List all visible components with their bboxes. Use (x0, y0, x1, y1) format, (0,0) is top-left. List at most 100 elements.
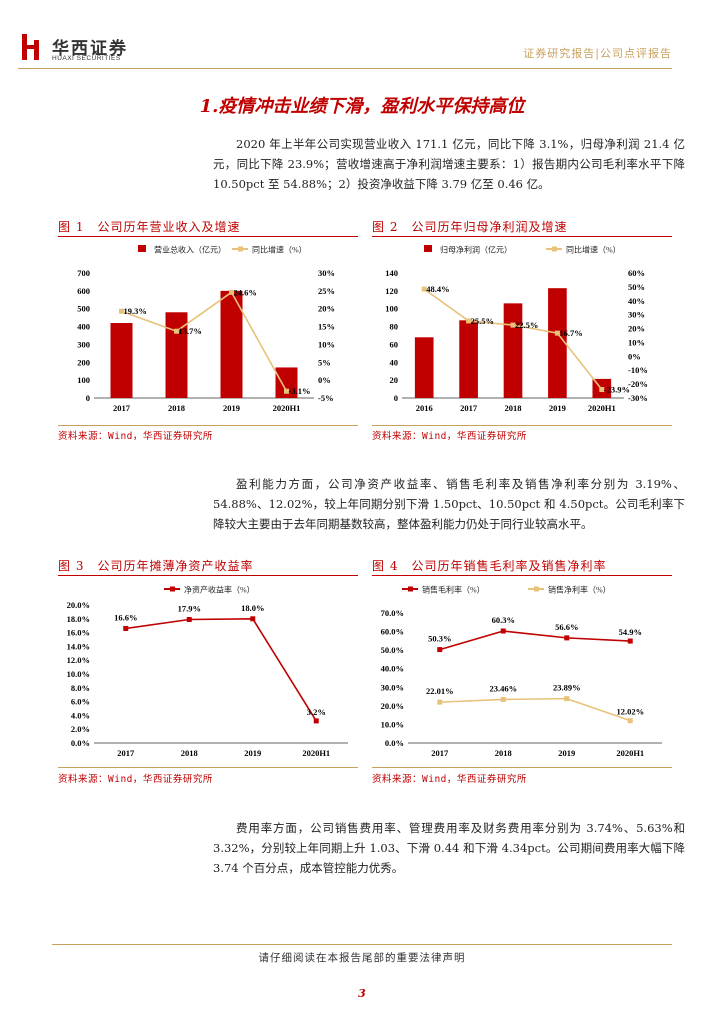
y-tick-label: 8.0% (71, 683, 90, 693)
legend-bar: 营业总收入（亿元） (154, 245, 226, 255)
figure-1-source: 资料来源：Wind，华西证券研究所 (58, 431, 213, 442)
x-tick-label: 2018 (168, 403, 185, 413)
y-tick-label: 6.0% (71, 697, 90, 707)
y-tick-label: 2.0% (71, 724, 90, 734)
figure-2-rule (372, 236, 672, 237)
chart-net-profit: 归母净利润（亿元） 同比增速（%）020406080100120140-30%-2… (385, 245, 648, 414)
paragraph-expenses: 费用率方面，公司销售费用率、管理费用率及财务费用率分别为 3.74%、5.63%… (213, 821, 685, 875)
bar (414, 337, 434, 398)
legend-series-2-swatch-marker (534, 586, 539, 592)
y-tick-label: 4.0% (71, 710, 90, 720)
figure-3-source-rule (58, 767, 358, 768)
bar (503, 303, 523, 398)
figure-3-title: 图 3 公司历年摊薄净资产收益率 (58, 559, 254, 573)
y-tick-label: 0 (86, 393, 90, 403)
figure-4-source-rule (372, 767, 672, 768)
line-point (500, 696, 506, 702)
legend-bar: 归母净利润（亿元） (440, 245, 512, 255)
data-label: 24.6% (234, 287, 257, 297)
line-point (627, 718, 633, 724)
chart-roe: 净资产收益率（%） 0.0% 2.0% 4.0% 6.0% 8.0% 10.0% 12.0% 1… (67, 585, 348, 758)
figure-1-source-rule (58, 425, 358, 426)
figure-4-rule (372, 575, 672, 576)
x-tick-label: 2020H1 (588, 403, 616, 413)
series-line (121, 291, 288, 392)
y2-tick-label: 30% (628, 310, 645, 320)
legend-series-2: 销售净利率（%） (548, 585, 611, 595)
y-tick-label: 60 (390, 339, 399, 349)
header-divider (18, 68, 672, 69)
y-tick-label: 10.0% (381, 719, 404, 729)
legend-line: 同比增速（%） (566, 245, 621, 255)
legend-series-1-swatch-marker (408, 586, 413, 592)
y-tick-label: 16.0% (67, 628, 90, 638)
bar (459, 320, 478, 398)
report-type: 证券研究报告|公司点评报告 (523, 47, 672, 60)
y-tick-label: 300 (77, 339, 90, 349)
figure-3-rule (58, 575, 358, 576)
y2-tick-label: 60% (628, 268, 645, 278)
legend-series-1: 销售毛利率（%） (422, 585, 485, 595)
series-line (439, 697, 631, 722)
legend-line-swatch-marker (238, 246, 243, 252)
line-point (437, 647, 443, 653)
data-label: 54.9% (619, 627, 642, 637)
logo-icon (22, 34, 39, 60)
y-tick-label: 70.0% (381, 608, 404, 618)
line-point (564, 635, 570, 641)
figure-2-source: 资料来源：Wind，华西证券研究所 (372, 431, 527, 442)
data-label: 3.2% (307, 707, 326, 717)
y2-tick-label: 0% (318, 375, 331, 385)
x-tick-label: 2018 (505, 403, 522, 413)
y-tick-label: 120 (385, 286, 398, 296)
line-point (466, 318, 472, 324)
figure-4-source: 资料来源：Wind，华西证券研究所 (372, 774, 527, 785)
data-label: 23.46% (489, 683, 517, 693)
x-tick-label: 2020H1 (273, 403, 301, 413)
paragraph-revenue: 2020 年上半年公司实现营业收入 171.1 亿元，同比下降 3.1%，归母净… (213, 137, 685, 191)
y-tick-label: 400 (77, 322, 90, 332)
y2-tick-label: 50% (628, 282, 645, 292)
data-label: -3.1% (289, 386, 311, 396)
y-tick-label: 50.0% (381, 645, 404, 655)
y-tick-label: 100 (77, 375, 90, 385)
chart-margins: 销售毛利率（%） 销售净利率（%） 0.0% 10.0% 20.0% 30.0% 40.0%… (381, 585, 662, 758)
y-tick-label: 40 (390, 357, 399, 367)
paragraph-profitability: 盈利能力方面，公司净资产收益率、销售毛利率及销售净利率分别为 3.19%、54.… (213, 477, 685, 531)
legend-bar-swatch (138, 245, 146, 252)
y-tick-label: 80 (390, 322, 399, 332)
data-label: 60.3% (492, 615, 515, 625)
data-label: 25.5% (471, 316, 494, 326)
y2-tick-label: 10% (628, 337, 645, 347)
figure-2-title: 图 2 公司历年归母净利润及增速 (372, 220, 568, 234)
y-tick-label: 140 (385, 268, 398, 278)
line-point (119, 308, 124, 314)
line-point (123, 625, 129, 631)
y-tick-label: 20 (390, 375, 399, 385)
data-label: 23.89% (553, 683, 581, 693)
line-point (554, 330, 560, 336)
y-tick-label: 18.0% (67, 614, 90, 624)
y2-tick-label: 20% (318, 304, 335, 314)
section-title: 1.疫情冲击业绩下滑，盈利水平保持高位 (199, 96, 525, 117)
y-tick-label: 600 (77, 286, 90, 296)
y2-tick-label: -5% (318, 393, 334, 403)
brand-name: 华西证券 (52, 39, 128, 59)
y-tick-label: 20.0% (381, 701, 404, 711)
y-tick-label: 12.0% (67, 655, 90, 665)
legend-series-1-swatch-marker (170, 586, 175, 592)
y2-tick-label: -10% (628, 365, 648, 375)
legend-series-1: 净资产收益率（%） (184, 585, 255, 595)
y2-tick-label: -30% (628, 393, 648, 403)
data-label: 13.7% (179, 326, 202, 336)
data-label: 18.0% (241, 603, 264, 613)
line-point (229, 289, 234, 295)
figure-4-title: 图 4 公司历年销售毛利率及销售净利率 (372, 559, 607, 573)
line-point (250, 616, 256, 622)
y2-tick-label: 0% (628, 351, 641, 361)
legend-line-swatch-marker (552, 246, 557, 252)
x-tick-label: 2019 (549, 403, 566, 413)
y-tick-label: 20.0% (67, 600, 90, 610)
data-label: 22.5% (515, 320, 538, 330)
x-tick-label: 2020H1 (302, 748, 330, 758)
